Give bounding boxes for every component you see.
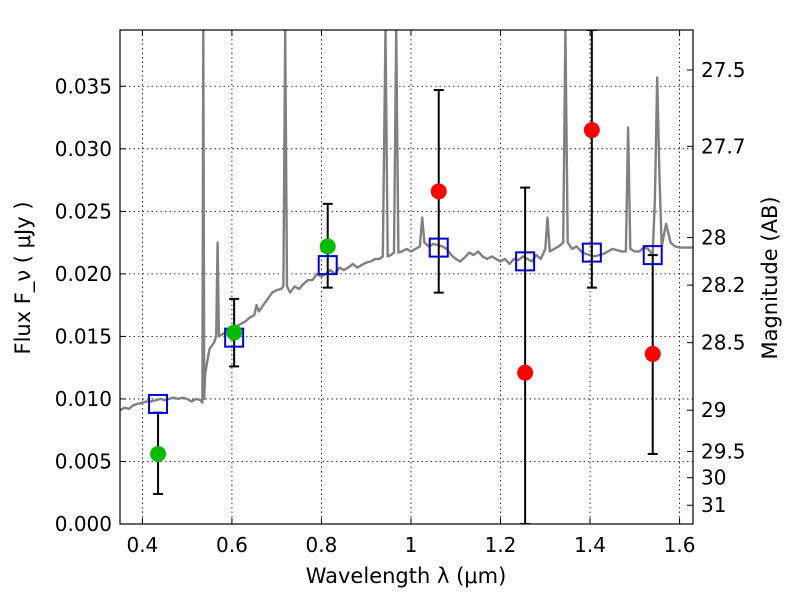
right-tick-label: 28 [701, 226, 726, 250]
right-tick-label: 29.5 [701, 439, 746, 463]
non-detection-point [517, 364, 534, 381]
right-axis-label: Magnitude (AB) [758, 196, 782, 359]
y-tick-label: 0.000 [55, 512, 112, 536]
y-tick-label: 0.005 [55, 449, 112, 473]
detection-point [150, 445, 167, 462]
detection-point [319, 238, 336, 255]
x-axis-label: Wavelength λ (μm) [306, 564, 507, 588]
y-tick-label: 0.015 [55, 324, 112, 348]
right-tick-label: 27.7 [701, 134, 746, 158]
x-tick-label: 1.4 [574, 533, 606, 557]
detection-point [226, 324, 243, 341]
plot-area [120, 30, 693, 524]
model-photometry-square [428, 237, 449, 258]
x-tick-label: 1.2 [485, 533, 517, 557]
model-photometry-square [148, 393, 169, 414]
right-tick-label: 30 [701, 466, 726, 490]
y-tick-label: 0.035 [55, 74, 112, 98]
non-detection-point [583, 122, 600, 139]
y-tick-label: 0.020 [55, 262, 112, 286]
y-tick-label: 0.010 [55, 387, 112, 411]
non-detection-point [644, 345, 661, 362]
x-tick-label: 1.6 [664, 533, 696, 557]
model-photometry-square [317, 255, 338, 276]
axis-ticks: 0.4 0.6 0.8 1 1.2 1.4 1.6 0.000 0.005 0.010 0.015 0… [55, 30, 746, 557]
model-spectrum-line [120, 30, 693, 412]
right-tick-label: 31 [701, 493, 726, 517]
right-tick-label: 28.2 [701, 273, 746, 297]
right-tick-label: 28.5 [701, 331, 746, 355]
model-photometry-square [581, 242, 602, 263]
x-tick-label: 0.8 [306, 533, 338, 557]
y-tick-label: 0.025 [55, 199, 112, 223]
x-tick-label: 0.4 [126, 533, 158, 557]
y-tick-label: 0.030 [55, 137, 112, 161]
right-tick-label: 27.5 [701, 58, 746, 82]
y-axis-label: Flux F_ν ( μJy ) [11, 201, 36, 354]
x-tick-label: 1 [405, 533, 418, 557]
non-detection-point [430, 183, 447, 200]
model-photometry-square [642, 245, 663, 266]
plot-frame [119, 29, 694, 525]
x-tick-label: 0.6 [216, 533, 248, 557]
model-photometry-square [515, 251, 536, 272]
right-tick-label: 29 [701, 398, 726, 422]
